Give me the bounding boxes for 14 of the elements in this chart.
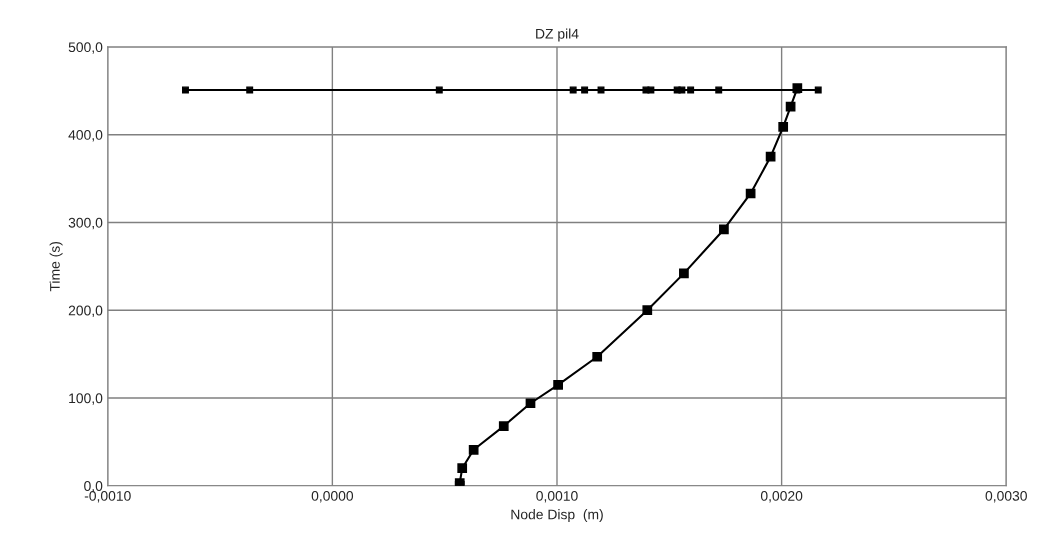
- x-tick-label: 0,0010: [536, 490, 578, 503]
- y-tick-label: 500,0: [68, 42, 103, 54]
- x-axis-title: Node Disp (m): [511, 509, 603, 523]
- y-tick-label: 0,0: [84, 481, 103, 493]
- y-tick-label: 300,0: [68, 217, 103, 230]
- x-tick-label: -0,0010: [84, 490, 131, 503]
- x-tick-label: 0,0000: [311, 490, 354, 503]
- y-tick-label: 200,0: [68, 305, 103, 318]
- x-tick-label: 0,0020: [760, 490, 803, 503]
- y-tick-label: 100,0: [69, 393, 103, 405]
- chart-title: DZ pil4: [536, 28, 579, 42]
- y-axis-title: Time (s): [49, 242, 63, 292]
- y-tick-label: 400,0: [68, 130, 103, 142]
- x-tick-label: 0,0030: [985, 490, 1027, 503]
